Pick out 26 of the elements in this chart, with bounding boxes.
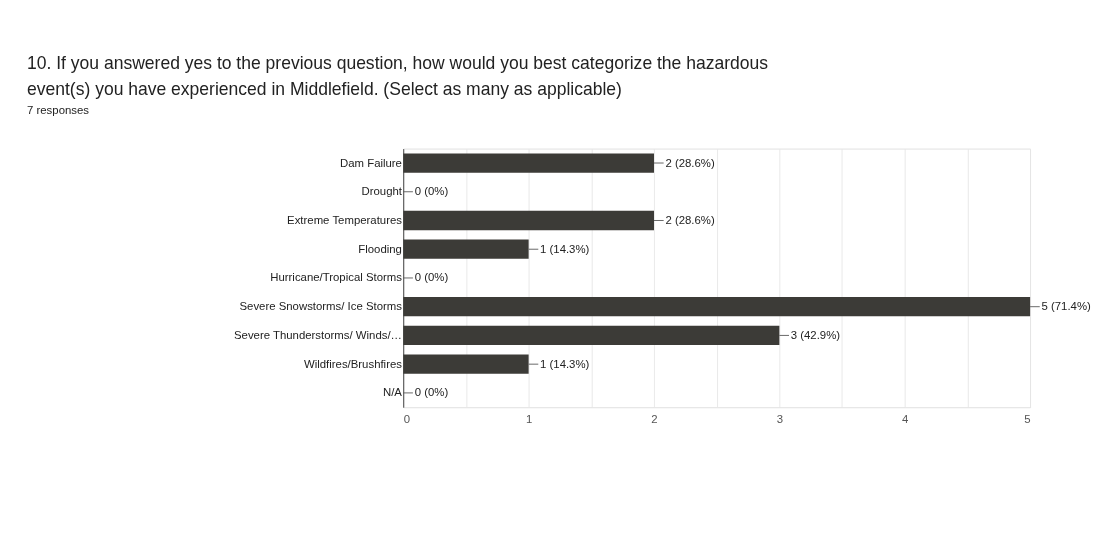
data-label: 1 (14.3%) [540, 242, 590, 255]
data-label: 1 (14.3%) [540, 357, 590, 370]
x-tick-label: 0 [403, 413, 411, 426]
data-label: 2 (28.6%) [665, 156, 715, 169]
x-tick-label: 3 [776, 413, 783, 426]
y-tick-label: Wildfires/Brushfires [303, 357, 403, 370]
y-tick-label: Hurricane/Tropical Storms [270, 271, 403, 284]
data-label: 0 (0%) [414, 386, 449, 399]
y-tick-label: N/A [382, 386, 403, 399]
y-tick-label: Flooding [358, 242, 402, 255]
y-tick-label: Drought [361, 185, 403, 198]
y-tick-label: Dam Failure [340, 156, 402, 169]
x-tick-label: 2 [651, 413, 658, 426]
x-tick-label: 4 [902, 413, 909, 426]
x-tick-label: 1 [525, 413, 533, 426]
data-label: 0 (0%) [414, 185, 449, 198]
chart-title: 10. If you answered yes to the previous question, how would you best categorize the hazardous event(s) you have experienced in Middlefield. (Select as many as applicable) [27, 52, 769, 100]
data-label: 3 (42.9%) [790, 328, 841, 341]
y-tick-label: Extreme Temperatures [287, 214, 403, 226]
text: 7 responses [27, 104, 90, 117]
x-tick-label: 5 [1024, 413, 1031, 426]
y-tick-label: Severe Thunderstorms/ Winds/… [234, 328, 402, 341]
y-tick-label: Severe Snowstorms/ Ice Storms [239, 300, 403, 313]
data-label: 2 (28.6%) [665, 214, 715, 226]
data-label: 5 (71.4%) [1041, 300, 1092, 313]
data-label: 0 (0%) [414, 271, 449, 284]
